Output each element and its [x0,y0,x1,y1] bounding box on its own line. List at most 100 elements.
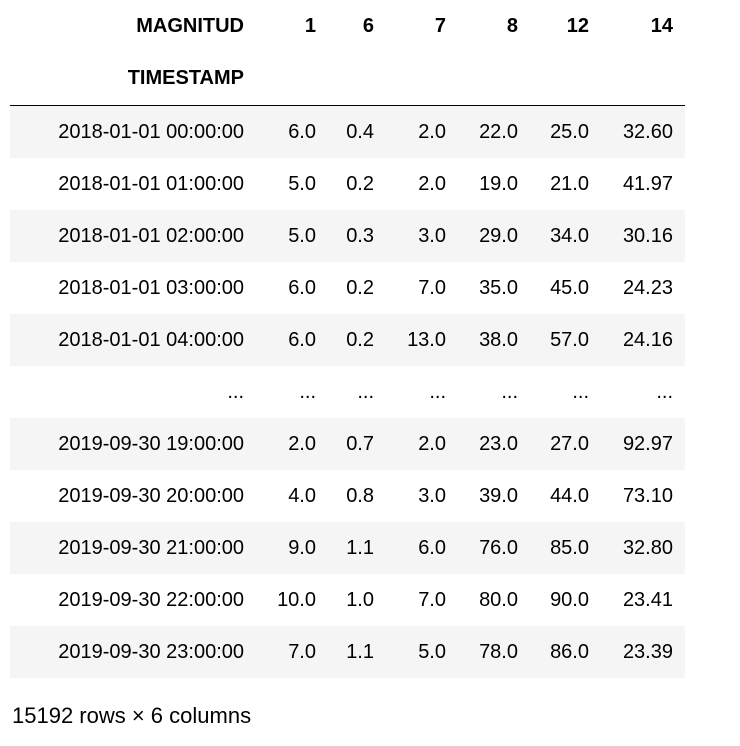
table-cell: 0.8 [346,485,374,507]
table-shape-caption: 15192 rows × 6 columns [12,703,252,728]
table-row: ..................... [10,366,685,418]
table-cell: 19.0 [479,173,518,195]
dataframe-table: MAGNITUD 1 6 7 8 12 14 TIMESTAMP 2018-01… [10,0,685,678]
table-cell: 22.0 [479,121,518,143]
table-row: 2018-01-01 00:00:00 6.0 0.4 2.0 22.0 25.0 32.6… [10,105,685,158]
table-cell: 34.0 [550,225,589,247]
row-index-cell: 2018-01-01 03:00:00 [58,277,244,299]
table-cell: 73.10 [622,485,673,507]
table-cell: 32.80 [622,537,673,559]
index-name-label: TIMESTAMP [127,67,244,89]
row-index-cell: 2019-09-30 21:00:00 [58,537,244,559]
table-cell: ... [429,381,446,403]
table-cell: 45.0 [550,277,589,299]
table-cell: 3.0 [418,485,446,507]
table-row: 2019-09-30 21:00:00 9.0 1.1 6.0 76.0 85.0 32.8… [10,522,685,574]
table-header: MAGNITUD 1 6 7 8 12 14 TIMESTAMP [10,0,685,106]
table-cell: 80.0 [479,589,518,611]
table-body: 2018-01-01 00:00:00 6.0 0.4 2.0 22.0 25.0 32.6… [10,105,685,678]
table-cell: 6.0 [288,121,316,143]
column-header: 12 [566,15,589,37]
table-cell: 5.0 [418,641,446,663]
row-index-cell: 2018-01-01 04:00:00 [58,329,244,351]
table-cell: 7.0 [418,277,446,299]
table-cell: 21.0 [550,173,589,195]
column-header: 14 [650,15,673,37]
table-cell: 1.1 [346,641,374,663]
table-cell: 7.0 [418,589,446,611]
table-cell: 23.41 [622,589,673,611]
row-index-cell: 2019-09-30 22:00:00 [58,589,244,611]
row-index-cell: 2019-09-30 19:00:00 [58,433,244,455]
index-name-row: TIMESTAMP [10,52,685,106]
row-index-cell: 2018-01-01 00:00:00 [58,121,244,143]
table-cell: 24.23 [622,277,673,299]
table-cell: 0.3 [346,225,374,247]
table-cell: ... [299,381,316,403]
table-cell: 76.0 [479,537,518,559]
table-row: 2018-01-01 04:00:00 6.0 0.2 13.0 38.0 57.0 24.… [10,314,685,366]
table-cell: 2.0 [418,433,446,455]
table-cell: 0.7 [346,433,374,455]
table-cell: 0.2 [346,277,374,299]
table-cell: 6.0 [418,537,446,559]
table-cell: 38.0 [479,329,518,351]
column-header: 1 [304,15,316,37]
row-index-cell: 2018-01-01 01:00:00 [58,173,244,195]
table-cell: 85.0 [550,537,589,559]
column-header: 8 [506,15,518,37]
table-cell: 0.2 [346,173,374,195]
table-cell: 24.16 [622,329,673,351]
table-cell: ... [501,381,518,403]
table-cell: 6.0 [288,277,316,299]
table-cell: 5.0 [288,225,316,247]
table-cell: ... [572,381,589,403]
table-cell: 23.0 [479,433,518,455]
table-cell: 0.4 [346,121,374,143]
table-cell: 44.0 [550,485,589,507]
table-cell: 90.0 [550,589,589,611]
dataframe-container: MAGNITUD 1 6 7 8 12 14 TIMESTAMP 2018-01… [10,0,685,678]
table-cell: 78.0 [479,641,518,663]
row-index-cell: 2018-01-01 02:00:00 [58,225,244,247]
table-cell: 86.0 [550,641,589,663]
table-cell: ... [656,381,673,403]
table-cell: 3.0 [418,225,446,247]
table-cell: 57.0 [550,329,589,351]
columns-name-label: MAGNITUD [136,15,244,37]
table-cell: 30.16 [622,225,673,247]
table-cell: 0.2 [346,329,374,351]
table-row: 2019-09-30 19:00:00 2.0 0.7 2.0 23.0 27.0 92.9… [10,418,685,470]
table-cell: 23.39 [622,641,673,663]
column-header: 7 [434,15,446,37]
table-cell: 29.0 [479,225,518,247]
table-cell: 9.0 [288,537,316,559]
table-cell: 39.0 [479,485,518,507]
table-cell: 10.0 [277,589,316,611]
table-row: 2018-01-01 01:00:00 5.0 0.2 2.0 19.0 21.0 41.9… [10,158,685,210]
column-header: 6 [362,15,374,37]
table-cell: 2.0 [418,121,446,143]
table-cell: 41.97 [622,173,673,195]
table-row: 2019-09-30 22:00:00 10.0 1.0 7.0 80.0 90.0 23.… [10,574,685,626]
row-index-cell: ... [227,381,244,403]
table-cell: 5.0 [288,173,316,195]
table-cell: 2.0 [418,173,446,195]
table-cell: 2.0 [288,433,316,455]
table-row: 2018-01-01 02:00:00 5.0 0.3 3.0 29.0 34.0 30.1… [10,210,685,262]
table-cell: 27.0 [550,433,589,455]
table-cell: 32.60 [622,121,673,143]
table-cell: 6.0 [288,329,316,351]
row-index-cell: 2019-09-30 23:00:00 [58,641,244,663]
table-cell: 1.0 [346,589,374,611]
table-cell: 25.0 [550,121,589,143]
table-cell: 7.0 [288,641,316,663]
table-cell: 13.0 [407,329,446,351]
table-cell: 92.97 [622,433,673,455]
table-row: 2019-09-30 20:00:00 4.0 0.8 3.0 39.0 44.0 73.1… [10,470,685,522]
table-row: 2019-09-30 23:00:00 7.0 1.1 5.0 78.0 86.0 23.3… [10,626,685,678]
table-cell: 4.0 [288,485,316,507]
columns-header-row: MAGNITUD 1 6 7 8 12 14 [10,0,685,52]
table-row: 2018-01-01 03:00:00 6.0 0.2 7.0 35.0 45.0 24.2… [10,262,685,314]
table-cell: 35.0 [479,277,518,299]
